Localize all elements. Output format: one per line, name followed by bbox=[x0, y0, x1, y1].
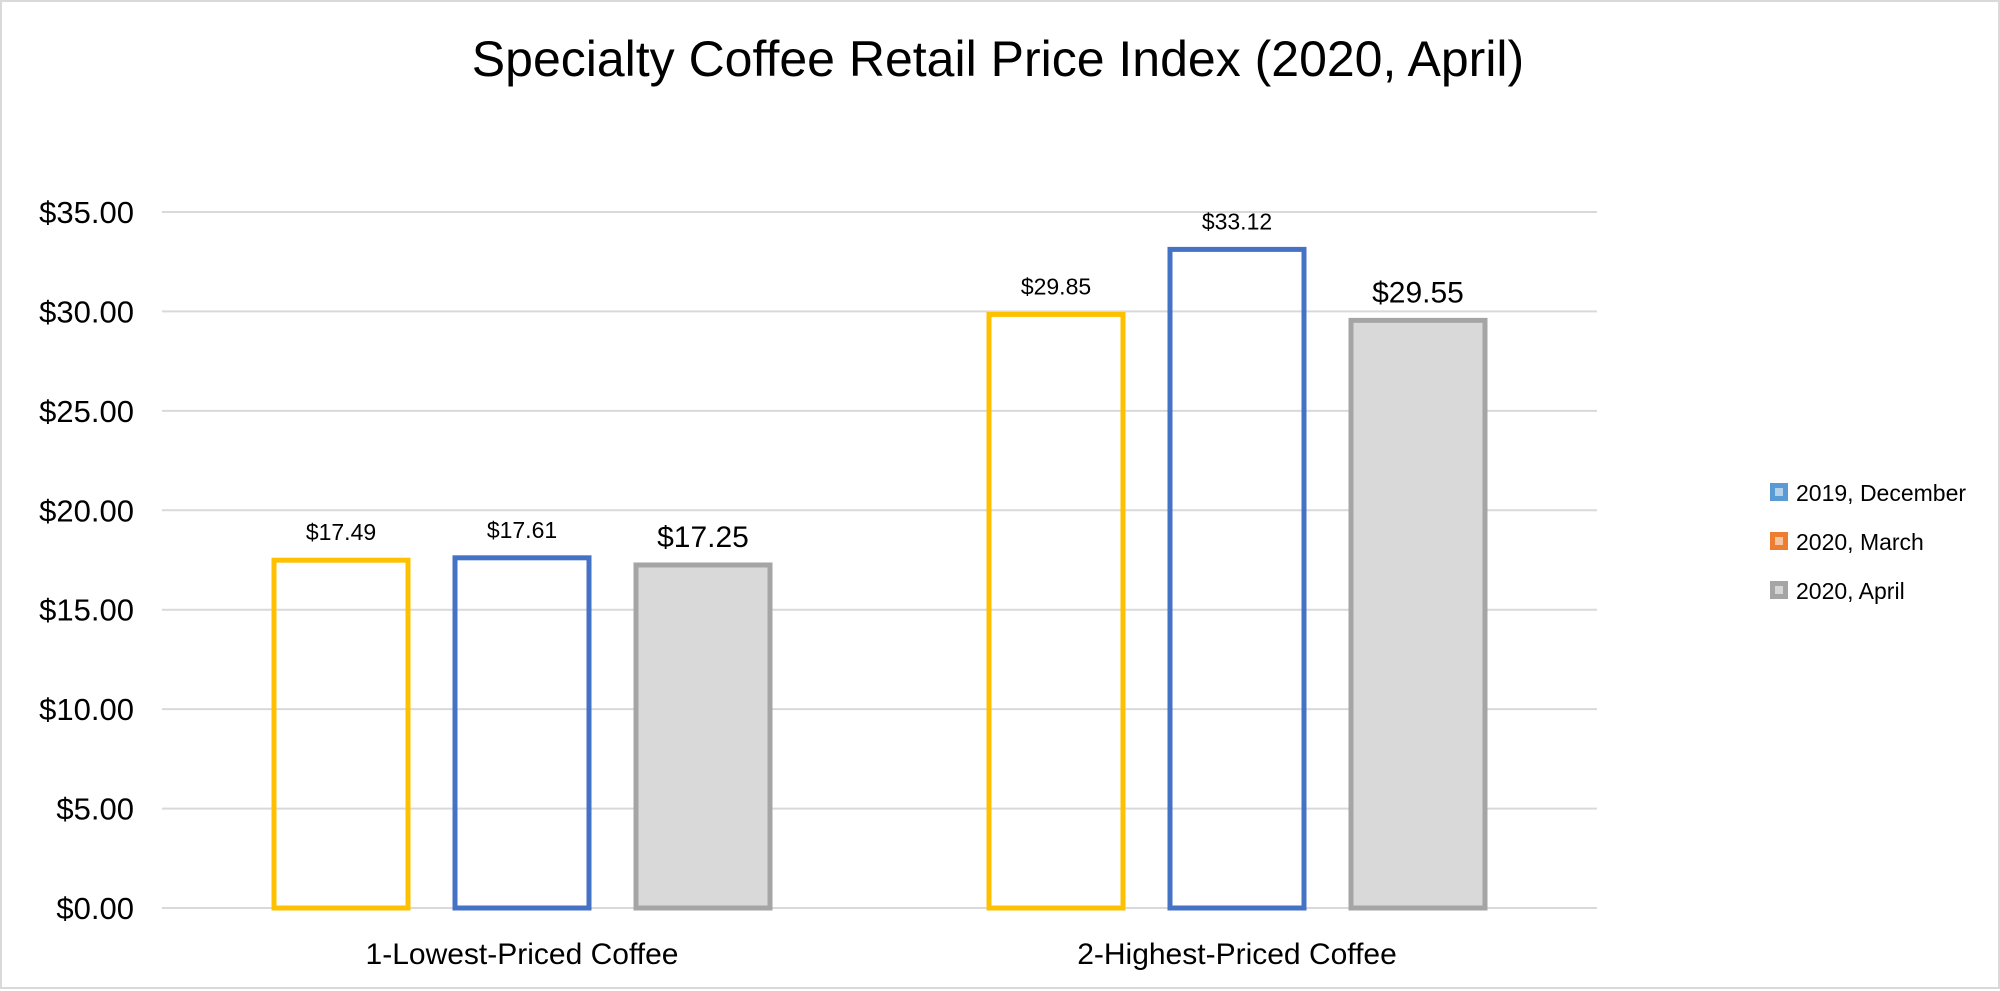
gridlines bbox=[162, 211, 1597, 909]
data-label: $17.49 bbox=[306, 519, 376, 545]
bar bbox=[452, 555, 592, 911]
bar bbox=[271, 557, 411, 911]
legend-label: 2019, December bbox=[1796, 480, 1966, 506]
chart-title: Specialty Coffee Retail Price Index (202… bbox=[472, 31, 1524, 87]
y-axis-tick-labels: $0.00 $5.00 $10.00 $15.00 $20.00 $25.00 $30.00… bbox=[39, 195, 134, 926]
y-tick-label: $10.00 bbox=[39, 692, 134, 727]
legend-entry: 2019, December bbox=[1770, 480, 1966, 506]
data-label: $29.85 bbox=[1021, 273, 1091, 299]
legend-entry: 2020, March bbox=[1770, 529, 1924, 555]
y-tick-label: $35.00 bbox=[39, 195, 134, 230]
x-category-label: 2-Highest-Priced Coffee bbox=[1077, 938, 1397, 971]
legend-swatch-inner bbox=[1775, 586, 1783, 594]
bar bbox=[1348, 317, 1488, 911]
x-category-label: 1-Lowest-Priced Coffee bbox=[366, 938, 679, 971]
legend-label: 2020, April bbox=[1796, 578, 1905, 604]
bar bbox=[633, 562, 773, 911]
y-tick-label: $5.00 bbox=[56, 792, 134, 827]
y-tick-label: $15.00 bbox=[39, 593, 134, 628]
data-label: $17.61 bbox=[487, 517, 557, 543]
legend-entry: 2020, April bbox=[1770, 578, 1905, 604]
bars bbox=[271, 246, 1488, 911]
data-label: $33.12 bbox=[1202, 208, 1272, 234]
legend: 2019, December 2020, March 2020, April bbox=[1770, 480, 1966, 604]
data-label: $17.25 bbox=[657, 521, 749, 554]
legend-swatch-inner bbox=[1775, 488, 1783, 496]
legend-swatch-inner bbox=[1775, 537, 1783, 545]
y-tick-label: $25.00 bbox=[39, 394, 134, 429]
y-tick-label: $0.00 bbox=[56, 891, 134, 926]
bar bbox=[986, 311, 1126, 911]
x-axis-category-labels: 1-Lowest-Priced Coffee 2-Highest-Priced C… bbox=[366, 938, 1397, 971]
bar bbox=[1167, 246, 1307, 911]
data-label: $29.55 bbox=[1372, 276, 1464, 309]
y-tick-label: $20.00 bbox=[39, 493, 134, 528]
legend-label: 2020, March bbox=[1796, 529, 1924, 555]
y-tick-label: $30.00 bbox=[39, 294, 134, 329]
data-labels: $17.49 $17.61 $17.25 $29.85 $33.12 $29.55 bbox=[306, 208, 1464, 554]
